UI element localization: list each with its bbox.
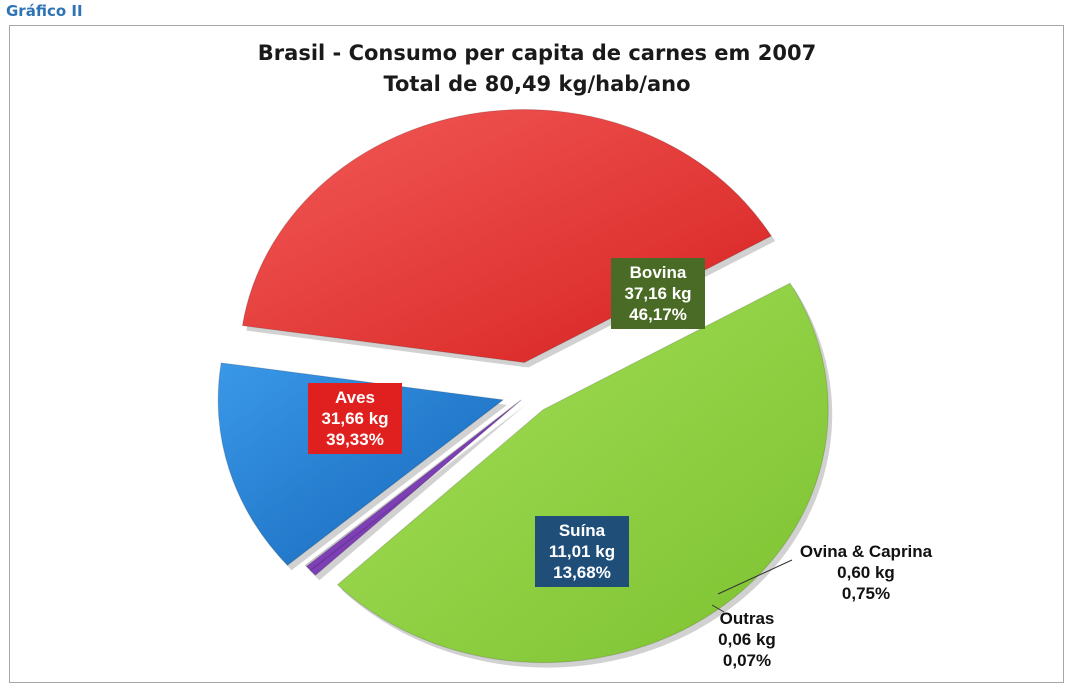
label-kg-ovina-caprina: 0,60 kg xyxy=(837,563,895,582)
figure-caption: Gráfico II xyxy=(6,2,83,20)
leader-line-ovina-caprina xyxy=(717,559,793,595)
label-kg-suina: 11,01 kg xyxy=(549,542,615,561)
slice-ovina-caprina xyxy=(305,399,522,576)
pie-labels: Bovina 37,16 kg 46,17% Ovina & Caprina 0,60 … xyxy=(308,258,933,670)
label-name-ovina-caprina: Ovina & Caprina xyxy=(800,542,933,561)
label-percent-aves: 39,33% xyxy=(326,430,384,449)
leader-line-outras xyxy=(711,604,725,613)
chart-subtitle: Total de 80,49 kg/hab/ano xyxy=(383,72,690,96)
label-background-bovina xyxy=(611,258,705,329)
slice-outras xyxy=(304,399,522,567)
label-percent-bovina: 46,17% xyxy=(629,305,687,324)
slice-shadow-ovina-caprina xyxy=(310,405,526,581)
label-kg-bovina: 37,16 kg xyxy=(624,284,691,303)
data-label-outras: Outras 0,06 kg 0,07% xyxy=(718,609,776,670)
label-name-outras: Outras xyxy=(720,609,775,628)
label-background-suina xyxy=(535,516,629,587)
data-label-ovina-caprina: Ovina & Caprina 0,60 kg 0,75% xyxy=(800,542,933,603)
slice-bovina xyxy=(336,282,829,664)
label-kg-outras: 0,06 kg xyxy=(718,630,776,649)
label-name-suina: Suína xyxy=(559,521,606,540)
label-kg-aves: 31,66 kg xyxy=(321,409,388,428)
label-percent-outras: 0,07% xyxy=(723,651,771,670)
label-percent-ovina-caprina: 0,75% xyxy=(842,584,890,603)
label-name-bovina: Bovina xyxy=(630,263,687,282)
data-label-bovina: Bovina 37,16 kg 46,17% xyxy=(611,258,705,329)
label-background-aves xyxy=(308,383,402,454)
slice-suina xyxy=(217,362,505,566)
slice-shadow-outras xyxy=(309,404,525,572)
pie-slices xyxy=(217,109,833,668)
data-label-aves: Aves 31,66 kg 39,33% xyxy=(308,383,402,454)
data-label-suina: Suína 11,01 kg 13,68% xyxy=(535,516,629,587)
label-name-aves: Aves xyxy=(335,388,375,407)
chart-title: Brasil - Consumo per capita de carnes em… xyxy=(258,41,816,65)
label-percent-suina: 13,68% xyxy=(553,563,611,582)
